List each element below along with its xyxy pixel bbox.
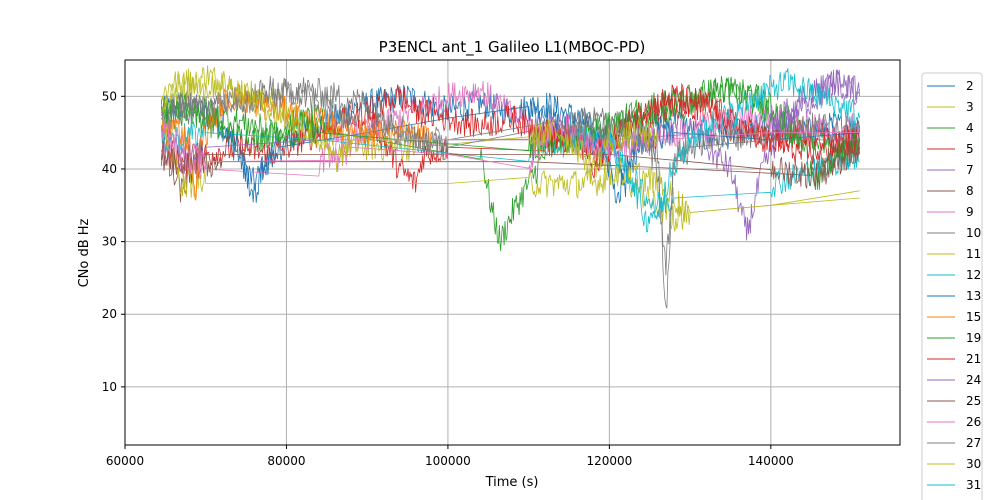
legend-label: 25 (966, 394, 981, 408)
series-line-24 (770, 69, 860, 138)
series-line-8 (160, 133, 860, 203)
legend-label: 24 (966, 373, 981, 387)
legend-label: 19 (966, 331, 981, 345)
legend: 2 3 4 5 7 8 9 10 11 12 13 15 19 21 24 25 26 27 30 31 (921, 72, 983, 500)
x-tick-label: 80000 (267, 454, 305, 468)
legend-label: 2 (966, 79, 974, 93)
legend-box (921, 72, 983, 500)
x-tick-label: 120000 (586, 454, 632, 468)
chart-title: P3ENCL ant_1 Galileo L1(MBOC-PD) (379, 38, 646, 57)
legend-label: 7 (966, 163, 974, 177)
x-tick-label: 60000 (106, 454, 144, 468)
series-layer (160, 65, 860, 309)
x-axis-label: Time (s) (485, 475, 539, 490)
legend-label: 12 (966, 268, 981, 282)
legend-label: 5 (966, 142, 974, 156)
y-tick-label: 20 (102, 307, 117, 321)
legend-label: 26 (966, 415, 981, 429)
legend-label: 4 (966, 121, 974, 135)
x-tick-label: 100000 (425, 454, 471, 468)
legend-label: 3 (966, 100, 974, 114)
legend-label: 9 (966, 205, 974, 219)
axis-ticks: 60000 80000 100000 120000 140000 10 20 30 40 50 (102, 89, 794, 468)
axes-frame (124, 59, 901, 446)
y-tick-label: 40 (102, 162, 117, 176)
legend-label: 21 (966, 352, 981, 366)
legend-label: 8 (966, 184, 974, 198)
series-line-30 (160, 68, 659, 179)
legend-label: 27 (966, 436, 981, 450)
series-line-31 (609, 68, 860, 220)
legend-label: 31 (966, 478, 981, 492)
legend-label: 11 (966, 247, 981, 261)
legend-label: 10 (966, 226, 981, 240)
y-tick-label: 50 (102, 89, 117, 103)
legend-label: 30 (966, 457, 981, 471)
series-line-25 (160, 139, 860, 190)
legend-label: 13 (966, 289, 981, 303)
x-tick-label: 140000 (748, 454, 794, 468)
legend-label: 15 (966, 310, 981, 324)
y-axis-label: CNo dB Hz (77, 218, 92, 287)
y-tick-label: 10 (102, 380, 117, 394)
y-tick-label: 30 (102, 235, 117, 249)
